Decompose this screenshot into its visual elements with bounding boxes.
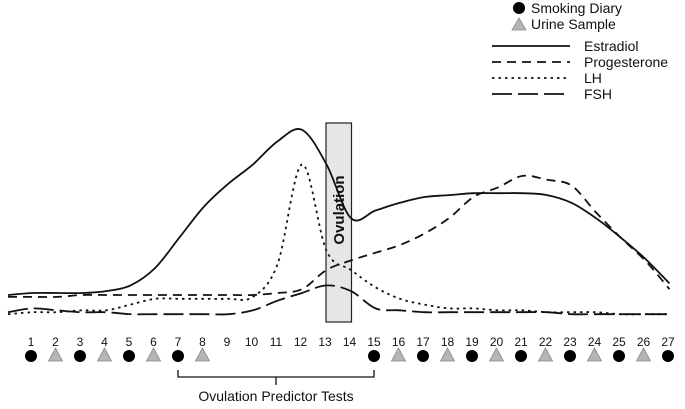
urine-sample-marker bbox=[586, 347, 603, 362]
day-label: 4 bbox=[101, 335, 108, 349]
day-label: 11 bbox=[270, 335, 283, 349]
smoking-diary-marker bbox=[172, 350, 184, 362]
day-label: 16 bbox=[392, 335, 406, 349]
smoking-diary-marker bbox=[515, 350, 527, 362]
day-label: 20 bbox=[490, 335, 504, 349]
legend-label-lh: LH bbox=[584, 70, 602, 86]
day-label: 21 bbox=[514, 335, 528, 349]
smoking-diary-marker bbox=[123, 350, 135, 362]
legend-label-progesterone: Progesterone bbox=[584, 54, 668, 70]
legend-label-estradiol: Estradiol bbox=[584, 38, 638, 54]
urine-sample-marker bbox=[537, 347, 554, 362]
legend-label-urine-sample: Urine Sample bbox=[531, 16, 616, 32]
day-label: 9 bbox=[224, 335, 231, 349]
day-axis: 1 2 3 4 5 6 7 8 9 10 11 12 13 14 15 16 17 18 19 20 21 22 23 24 2… bbox=[25, 335, 685, 362]
day-label: 15 bbox=[367, 335, 381, 349]
day-label: 26 bbox=[637, 335, 651, 349]
day-label: 7 bbox=[175, 335, 182, 349]
ovulation-predictor-bracket: Ovulation Predictor Tests bbox=[177, 370, 375, 404]
day-label: 25 bbox=[612, 335, 626, 349]
day-label: 12 bbox=[294, 335, 308, 349]
day-label: 8 bbox=[199, 335, 206, 349]
smoking-diary-marker bbox=[74, 350, 86, 362]
day-label: 6 bbox=[150, 335, 157, 349]
day-label: 23 bbox=[563, 335, 577, 349]
day-label: 3 bbox=[77, 335, 84, 349]
urine-sample-marker bbox=[47, 347, 64, 362]
smoking-diary-icon bbox=[513, 2, 525, 14]
smoking-diary-marker bbox=[662, 350, 674, 362]
series-estradiol-line bbox=[7, 128, 671, 296]
ovulation-label: Ovulation bbox=[331, 175, 348, 244]
smoking-diary-marker bbox=[368, 350, 380, 362]
day-label: 17 bbox=[416, 335, 430, 349]
day-label: 27 bbox=[661, 335, 675, 349]
series-fsh-line bbox=[7, 284, 670, 316]
smoking-diary-marker bbox=[613, 350, 625, 362]
day-label: 18 bbox=[441, 335, 455, 349]
urine-sample-icon bbox=[511, 17, 527, 31]
day-label: 10 bbox=[245, 335, 259, 349]
legend: Smoking Diary Urine Sample Estradiol Pro… bbox=[492, 0, 668, 102]
hormone-curves bbox=[7, 128, 671, 316]
urine-sample-marker bbox=[390, 347, 407, 362]
day-label: 2 bbox=[52, 335, 59, 349]
ovulation-band bbox=[325, 122, 353, 323]
day-label: 5 bbox=[126, 335, 133, 349]
urine-sample-marker bbox=[194, 347, 211, 362]
day-label: 1 bbox=[28, 335, 35, 349]
day-label: 14 bbox=[343, 335, 357, 349]
legend-label-fsh: FSH bbox=[584, 86, 612, 102]
urine-sample-marker bbox=[635, 347, 652, 362]
smoking-diary-marker bbox=[564, 350, 576, 362]
urine-sample-marker bbox=[96, 347, 113, 362]
day-label: 22 bbox=[539, 335, 553, 349]
smoking-diary-marker bbox=[417, 350, 429, 362]
urine-sample-marker bbox=[439, 347, 456, 362]
ovulation-window: Ovulation bbox=[325, 122, 353, 323]
legend-label-smoking-diary: Smoking Diary bbox=[531, 0, 622, 16]
urine-sample-marker bbox=[488, 347, 505, 362]
smoking-diary-marker bbox=[25, 350, 37, 362]
smoking-diary-marker bbox=[466, 350, 478, 362]
series-progesterone-line bbox=[8, 174, 671, 298]
day-label: 13 bbox=[318, 335, 332, 349]
day-label: 19 bbox=[465, 335, 479, 349]
urine-sample-marker bbox=[145, 347, 162, 362]
ovulation-predictor-label: Ovulation Predictor Tests bbox=[198, 388, 353, 404]
day-label: 24 bbox=[588, 335, 602, 349]
bracket-line bbox=[177, 370, 375, 385]
